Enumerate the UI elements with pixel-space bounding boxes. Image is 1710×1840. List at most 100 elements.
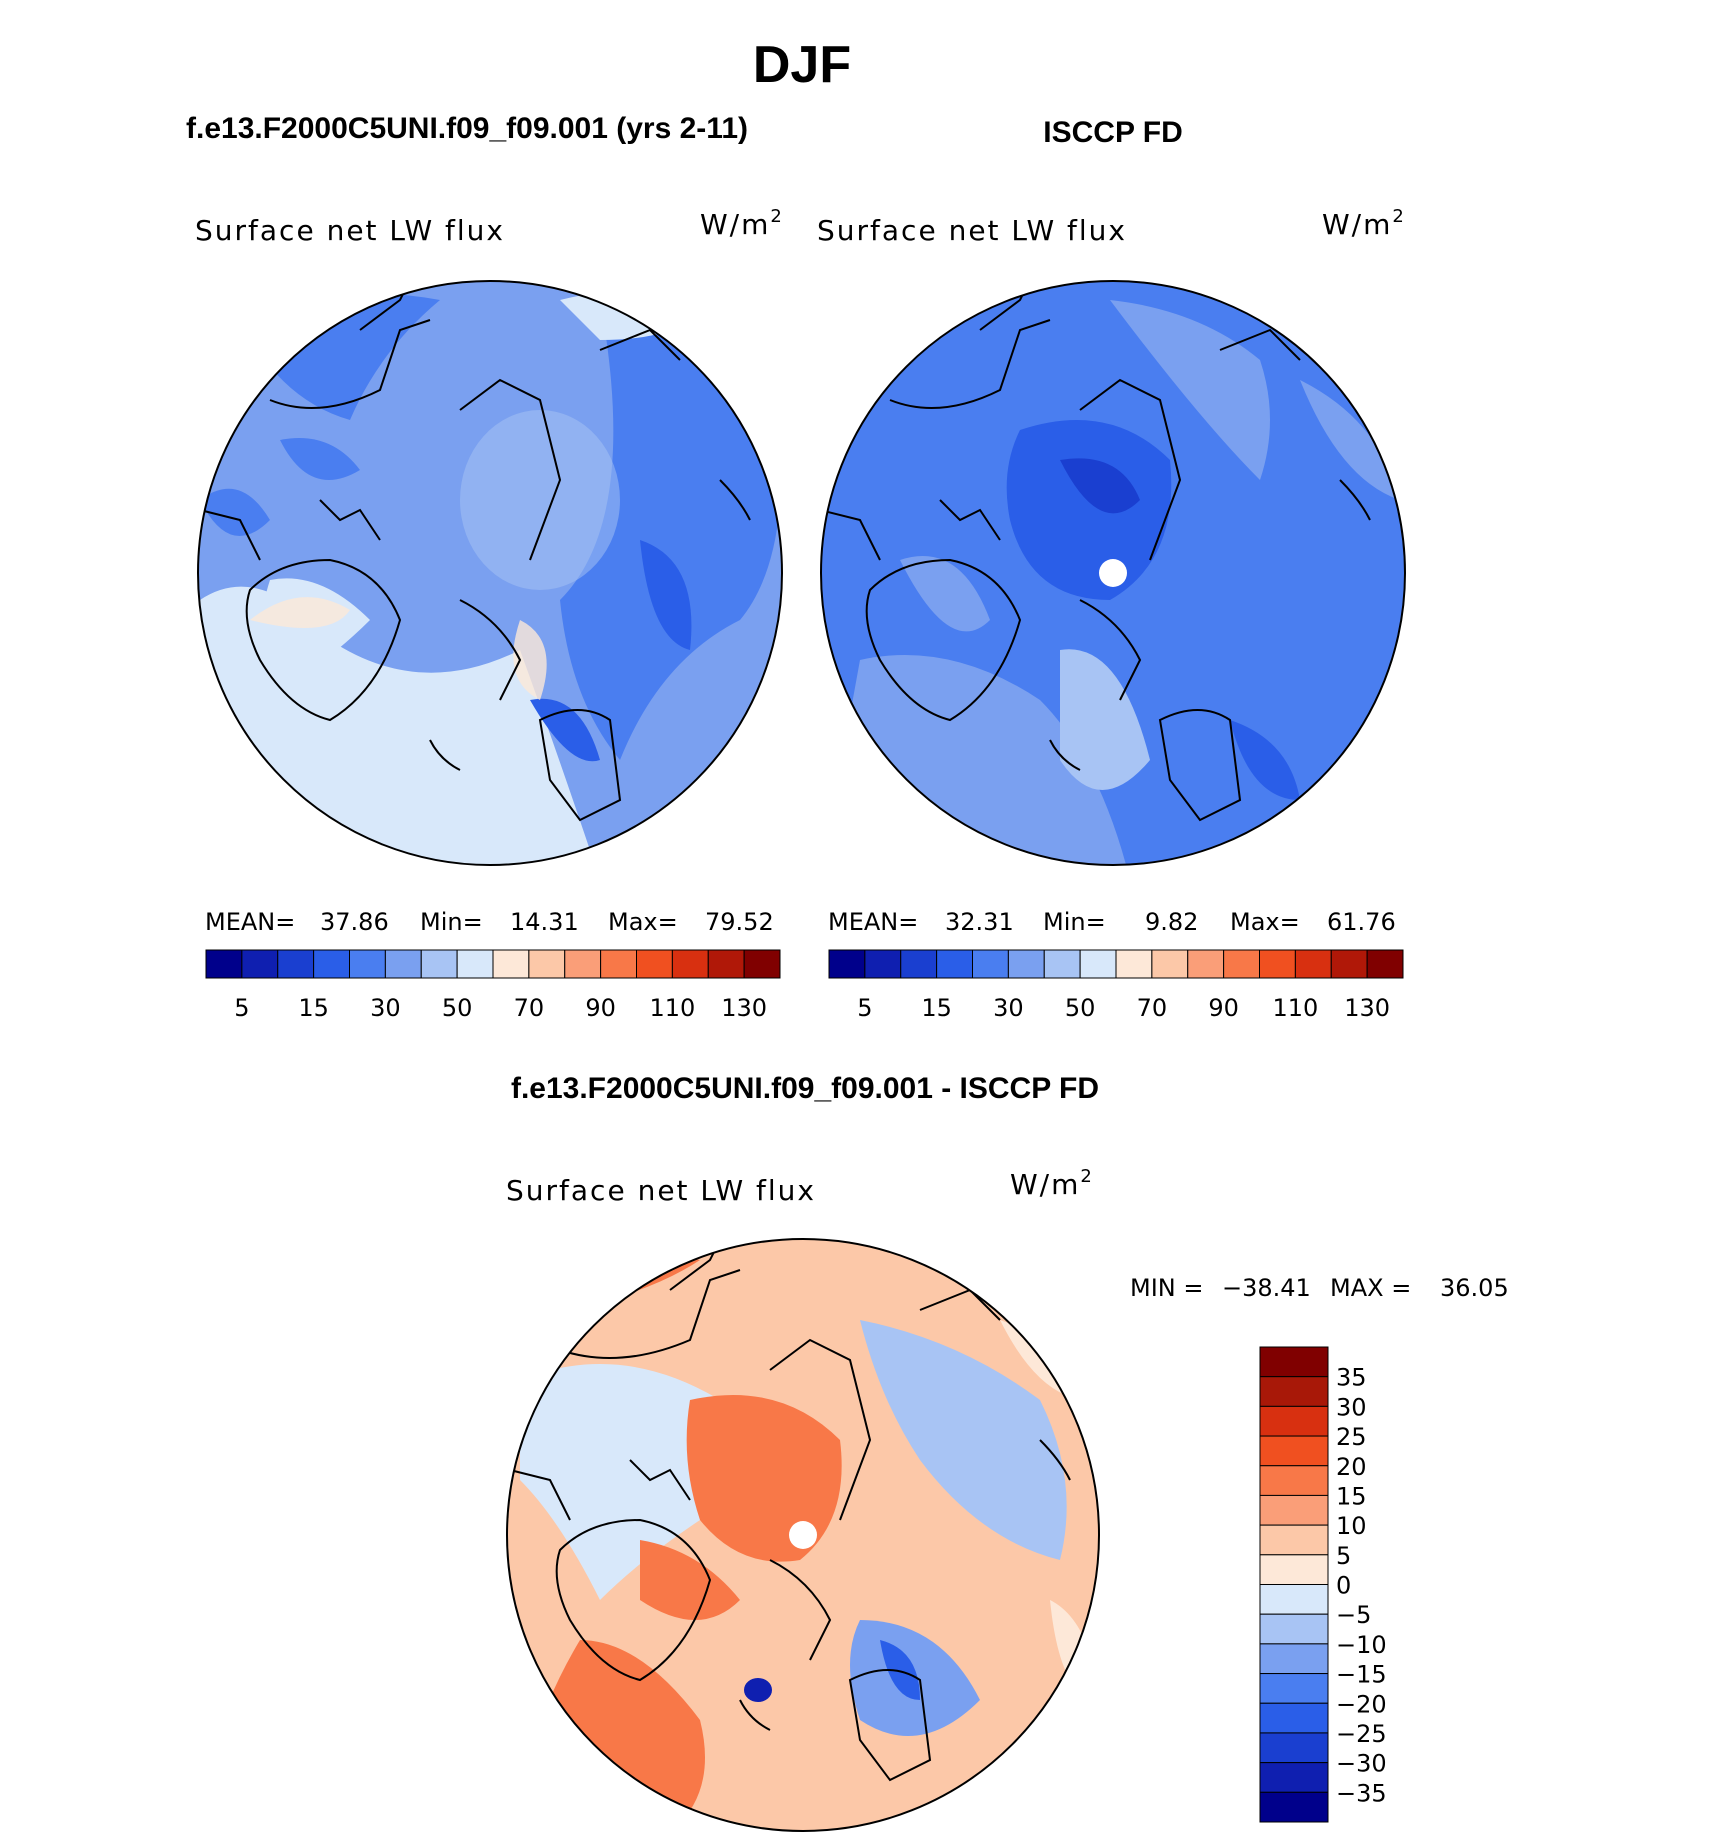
colorbar-swatch bbox=[1259, 1376, 1329, 1407]
colorbar-tick-label: 0 bbox=[1336, 1572, 1351, 1600]
colorbar-swatch bbox=[1259, 1762, 1329, 1793]
diff-map bbox=[506, 1238, 1100, 1832]
diff-variable-label: Surface net LW flux bbox=[506, 1174, 816, 1207]
colorbar-tick-label: 110 bbox=[1272, 994, 1318, 1022]
colorbar-tick-label: 15 bbox=[298, 994, 329, 1022]
colorbar-tick-label: 15 bbox=[921, 994, 952, 1022]
model-units: W/m bbox=[700, 208, 770, 241]
colorbar-swatch bbox=[1259, 1732, 1329, 1764]
colorbar-tick-label: −20 bbox=[1336, 1690, 1387, 1718]
diff-max-value: 36.05 bbox=[1440, 1274, 1509, 1302]
colorbar-swatch bbox=[456, 949, 494, 979]
colorbar-swatch bbox=[864, 949, 902, 979]
model-min-label: Min= bbox=[420, 908, 483, 936]
obs-max-label: Max= bbox=[1230, 908, 1300, 936]
obs-variable-label: Surface net LW flux bbox=[817, 214, 1127, 247]
colorbar-tick-label: 50 bbox=[1065, 994, 1096, 1022]
colorbar-swatch bbox=[1259, 1673, 1329, 1704]
colorbar-swatch bbox=[1259, 1465, 1329, 1496]
colorbar-tick-label: 30 bbox=[370, 994, 401, 1022]
obs-units-label: W/m2 bbox=[1322, 206, 1406, 241]
diff-max-label: MAX = bbox=[1330, 1274, 1411, 1302]
diff-min-label: MIN = bbox=[1130, 1274, 1203, 1302]
colorbar-swatch bbox=[205, 949, 243, 979]
colorbar-tick-label: −30 bbox=[1336, 1750, 1387, 1778]
colorbar-swatch bbox=[828, 949, 866, 979]
colorbar-swatch bbox=[743, 949, 781, 979]
colorbar-swatch bbox=[1259, 1554, 1329, 1585]
colorbar-swatch bbox=[1043, 949, 1081, 979]
colorbar-swatch bbox=[1259, 1791, 1329, 1823]
colorbar-swatch bbox=[1223, 949, 1260, 979]
diff-panel: Surface net LW flux W/m2 MIN = −38.41 MA… bbox=[506, 1166, 1509, 1832]
colorbar-tick-label: 130 bbox=[721, 994, 767, 1022]
season-title: DJF bbox=[753, 36, 851, 94]
colorbar-tick-label: 70 bbox=[514, 994, 545, 1022]
colorbar-tick-label: 25 bbox=[1336, 1423, 1367, 1451]
colorbar-tick-label: 50 bbox=[442, 994, 473, 1022]
colorbar-tick-label: 110 bbox=[649, 994, 695, 1022]
colorbar-tick-label: 130 bbox=[1344, 994, 1390, 1022]
colorbar-swatch bbox=[1259, 1643, 1329, 1675]
colorbar-tick-label: −35 bbox=[1336, 1779, 1387, 1807]
colorbar-tick-label: −25 bbox=[1336, 1720, 1387, 1748]
diff-units-label: W/m2 bbox=[1010, 1166, 1094, 1201]
obs-stats: MEAN= 32.31 Min= 9.82 Max= 61.76 bbox=[828, 908, 1396, 936]
obs-mean-label: MEAN= bbox=[828, 908, 918, 936]
colorbar-swatch bbox=[241, 949, 279, 979]
colorbar-swatch bbox=[1259, 1346, 1329, 1378]
colorbar-swatch bbox=[600, 949, 637, 979]
colorbar-swatch bbox=[636, 949, 673, 979]
colorbar-tick-label: 10 bbox=[1336, 1512, 1367, 1540]
colorbar-swatch bbox=[277, 949, 315, 979]
colorbar-tick-label: 5 bbox=[234, 994, 249, 1022]
obs-min-label: Min= bbox=[1043, 908, 1106, 936]
colorbar-swatch bbox=[1259, 1494, 1329, 1526]
obs-panel: Surface net LW flux W/m2 bbox=[817, 206, 1406, 1022]
colorbar-swatch bbox=[492, 949, 530, 979]
colorbar-tick-label: 5 bbox=[1336, 1542, 1351, 1570]
obs-units-sup: 2 bbox=[1392, 206, 1405, 227]
colorbar-tick-label: 35 bbox=[1336, 1364, 1367, 1392]
colorbar-swatch bbox=[564, 949, 602, 979]
colorbar-swatch bbox=[384, 949, 422, 979]
model-max-label: Max= bbox=[608, 908, 678, 936]
diff-stats: MIN = −38.41 MAX = 36.05 bbox=[1130, 1274, 1509, 1302]
model-units-sup: 2 bbox=[770, 206, 783, 227]
colorbar-swatch bbox=[1259, 1702, 1329, 1734]
colorbar-tick-label: 20 bbox=[1336, 1453, 1367, 1481]
colorbar-swatch bbox=[1366, 949, 1404, 979]
model-max-value: 79.52 bbox=[705, 908, 774, 936]
colorbar-swatch bbox=[349, 949, 386, 979]
colorbar-swatch bbox=[671, 949, 709, 979]
obs-max-value: 61.76 bbox=[1327, 908, 1396, 936]
colorbar-swatch bbox=[972, 949, 1009, 979]
diff-units-sup: 2 bbox=[1080, 1166, 1093, 1187]
colorbar-swatch bbox=[1259, 1435, 1329, 1467]
colorbar-swatch bbox=[1259, 949, 1296, 979]
colorbar-tick-label: −15 bbox=[1336, 1661, 1387, 1689]
colorbar-swatch bbox=[1294, 949, 1332, 979]
colorbar-tick-label: 90 bbox=[585, 994, 616, 1022]
obs-units: W/m bbox=[1322, 208, 1392, 241]
obs-map bbox=[820, 280, 1406, 866]
diff-panel-title: f.e13.F2000C5UNI.f09_f09.001 - ISCCP FD bbox=[511, 1072, 1099, 1105]
obs-mean-value: 32.31 bbox=[945, 908, 1014, 936]
model-units-label: W/m2 bbox=[700, 206, 784, 241]
colorbar-swatch bbox=[313, 949, 350, 979]
colorbar-swatch bbox=[900, 949, 938, 979]
colorbar-tick-label: 15 bbox=[1336, 1482, 1367, 1510]
colorbar-swatch bbox=[1151, 949, 1189, 979]
colorbar-swatch bbox=[1259, 1405, 1329, 1437]
colorbar-tick-label: −10 bbox=[1336, 1631, 1387, 1659]
colorbar-swatch bbox=[1259, 1613, 1329, 1645]
colorbar-tick-label: 5 bbox=[857, 994, 872, 1022]
model-mean-label: MEAN= bbox=[205, 908, 295, 936]
diff-units: W/m bbox=[1010, 1168, 1080, 1201]
colorbar-swatch bbox=[420, 949, 458, 979]
colorbar-swatch bbox=[1115, 949, 1153, 979]
model-panel-title: f.e13.F2000C5UNI.f09_f09.001 (yrs 2-11) bbox=[186, 112, 748, 145]
colorbar-tick-label: 30 bbox=[993, 994, 1024, 1022]
